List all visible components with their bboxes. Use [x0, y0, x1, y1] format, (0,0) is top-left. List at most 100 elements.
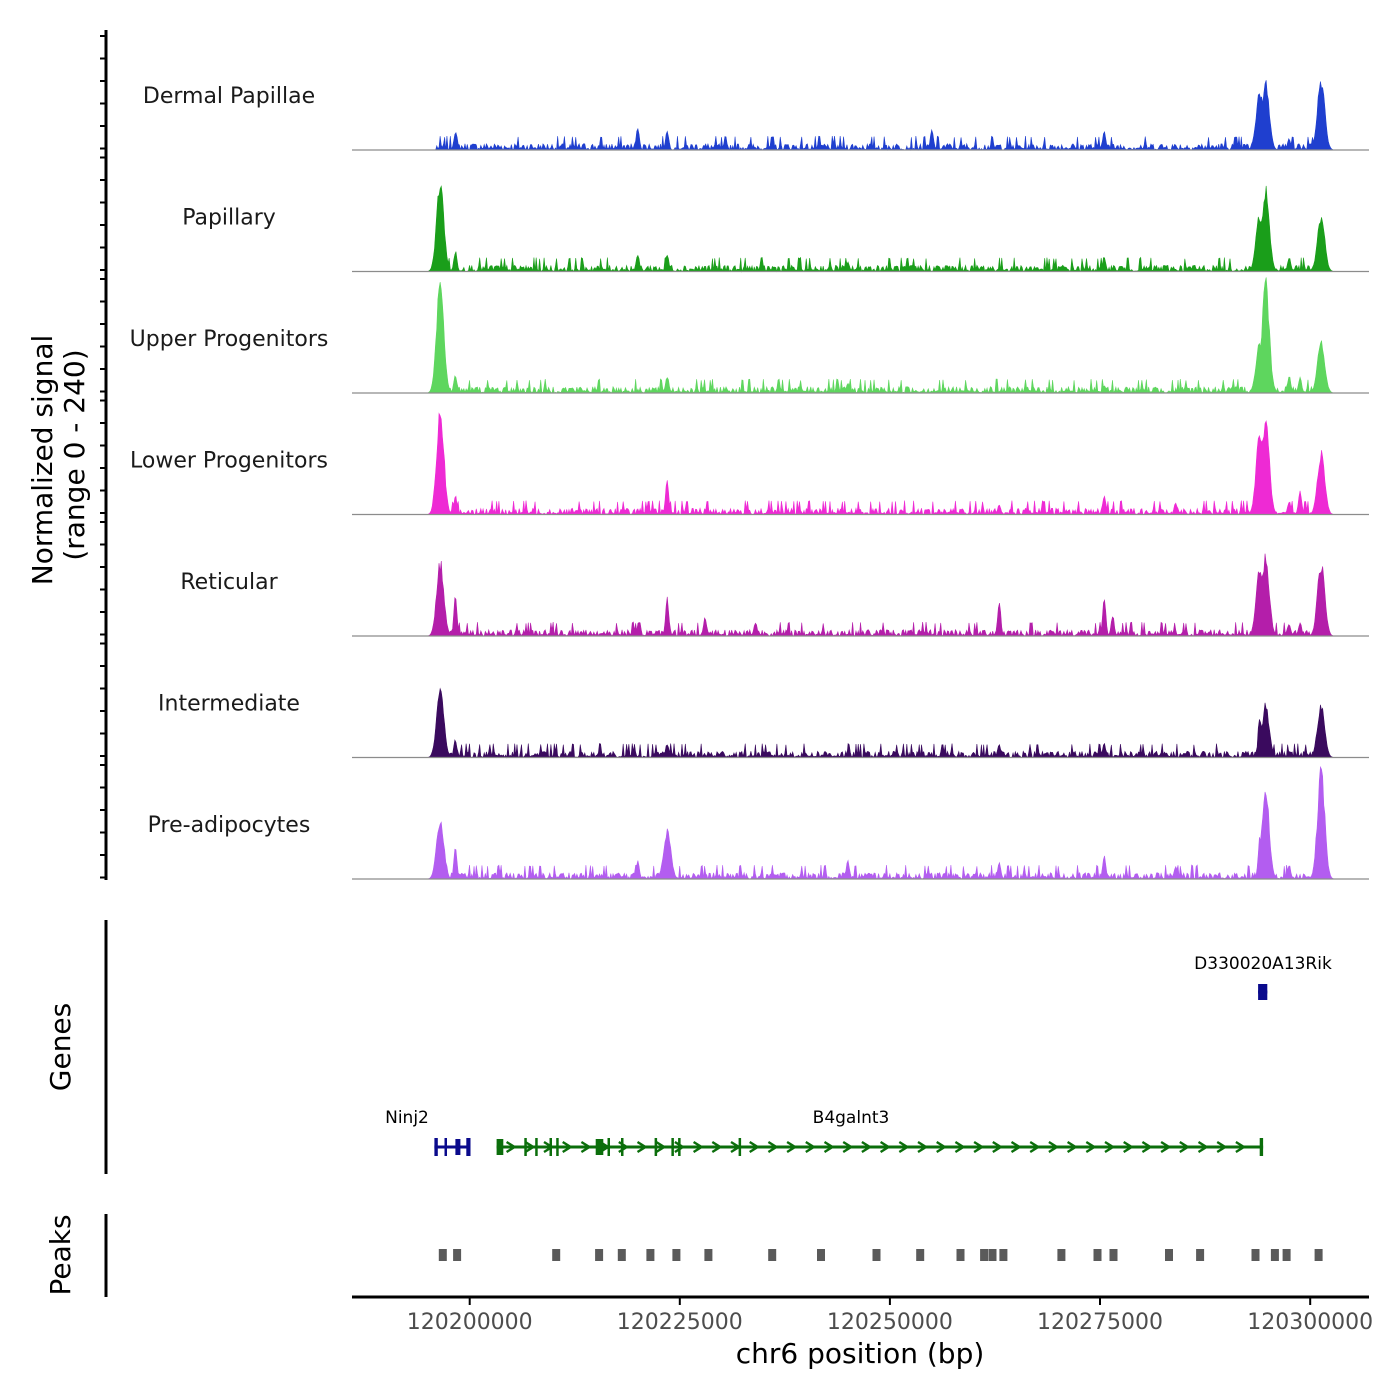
exon	[621, 1138, 624, 1156]
strand-chevron	[505, 1140, 517, 1154]
peak-region	[1093, 1249, 1102, 1261]
exon	[556, 1138, 559, 1156]
genes-axis-title: Genes	[44, 1003, 77, 1091]
strand-chevron	[636, 1140, 648, 1154]
exon	[466, 1138, 471, 1156]
strand-chevron	[1179, 1140, 1191, 1154]
exon	[654, 1138, 658, 1156]
track-label: Dermal Papillae	[143, 84, 315, 109]
peak-region	[980, 1249, 989, 1261]
peak-region	[1251, 1249, 1260, 1261]
y-axis-title-line1: Normalized signal	[26, 335, 59, 586]
strand-chevron	[767, 1140, 779, 1154]
coverage-area	[352, 185, 1369, 273]
track-lower-progenitors: Lower Progenitors	[130, 412, 1369, 516]
strand-chevron	[1123, 1140, 1134, 1154]
peak-region	[595, 1249, 604, 1261]
coverage-area	[352, 765, 1369, 880]
peak-region	[1109, 1249, 1118, 1261]
strand-chevron	[674, 1140, 686, 1154]
strand-chevron	[936, 1140, 947, 1154]
strand-chevron	[749, 1140, 760, 1154]
peak-region	[617, 1249, 626, 1261]
coverage-area	[352, 80, 1369, 151]
strand-chevron	[1160, 1140, 1172, 1154]
track-dermal-papillae: Dermal Papillae	[143, 80, 1369, 151]
peak-region	[1282, 1249, 1291, 1261]
signal-y-ticks	[100, 35, 106, 879]
peak-region	[1165, 1249, 1173, 1261]
strand-chevron	[655, 1140, 667, 1154]
exon	[444, 1138, 447, 1156]
coverage-area	[352, 277, 1369, 395]
exon	[535, 1138, 538, 1156]
gene-label: D330020A13Rik	[1194, 954, 1332, 974]
strand-chevron	[973, 1140, 985, 1154]
exon	[738, 1138, 742, 1156]
exon	[455, 1139, 461, 1155]
strand-chevron	[1216, 1140, 1228, 1154]
track-papillary: Papillary	[182, 185, 1369, 273]
peak-region	[552, 1249, 561, 1261]
track-label: Papillary	[182, 206, 276, 231]
strand-chevron	[1010, 1140, 1022, 1154]
peak-region	[999, 1249, 1008, 1261]
strand-chevron	[692, 1140, 704, 1154]
strand-chevron	[562, 1140, 573, 1154]
strand-chevron	[580, 1140, 592, 1154]
peaks-axis-title: Peaks	[44, 1214, 77, 1295]
coverage-area	[352, 553, 1369, 637]
strand-chevron	[1141, 1140, 1153, 1154]
peak-region	[1314, 1249, 1323, 1261]
exon	[678, 1138, 681, 1156]
track-upper-progenitors: Upper Progenitors	[130, 277, 1369, 395]
track-reticular: Reticular	[180, 553, 1369, 637]
strand-chevron	[917, 1140, 929, 1154]
strand-chevron	[992, 1140, 1004, 1154]
y-axis-title-line2: (range 0 - 240)	[58, 349, 91, 560]
strand-chevron	[805, 1140, 817, 1154]
strand-chevron	[524, 1140, 536, 1154]
strand-chevron	[1066, 1140, 1078, 1154]
x-tick-label: 120200000	[407, 1310, 533, 1335]
gene-label: Ninj2	[385, 1108, 429, 1128]
exon	[1258, 984, 1268, 1000]
strand-chevron	[879, 1140, 891, 1154]
strand-chevron	[861, 1140, 873, 1154]
strand-chevron	[711, 1140, 723, 1154]
peak-region	[438, 1249, 447, 1261]
exon	[549, 1138, 552, 1156]
strand-chevron	[1085, 1140, 1097, 1154]
peak-region	[817, 1249, 825, 1261]
x-tick-label: 120300000	[1247, 1310, 1373, 1335]
strand-chevron	[1048, 1140, 1060, 1154]
coverage-tracks: Dermal Papillae Papillary Upper Progenitor…	[130, 80, 1369, 880]
track-intermediate: Intermediate	[158, 687, 1369, 759]
peak-region	[453, 1249, 462, 1261]
track-label: Lower Progenitors	[130, 449, 328, 474]
strand-chevron	[823, 1140, 835, 1154]
track-label: Upper Progenitors	[130, 327, 329, 352]
peak-region	[1196, 1249, 1205, 1261]
peak-region	[704, 1249, 713, 1261]
gene-label: B4galnt3	[813, 1108, 890, 1128]
peak-regions	[438, 1249, 1323, 1261]
exon	[607, 1138, 610, 1156]
gene-annotations: Ninj2 B4galnt3 D330020A13Rik	[385, 954, 1332, 1156]
gene-d330020a13rik: D330020A13Rik	[1194, 954, 1332, 1000]
coverage-area	[352, 412, 1369, 516]
x-tick-label: 120275000	[1037, 1310, 1163, 1335]
peak-region	[768, 1249, 777, 1261]
peak-region	[1270, 1249, 1279, 1261]
track-label: Pre-adipocytes	[148, 813, 311, 838]
coverage-area	[352, 687, 1369, 759]
exon	[496, 1139, 504, 1155]
strand-chevron	[954, 1140, 966, 1154]
gene-b4galnt3: B4galnt3	[496, 1108, 1264, 1156]
strand-chevron	[1104, 1140, 1116, 1154]
strand-chevron	[786, 1140, 798, 1154]
peak-region	[1057, 1249, 1066, 1261]
track-label: Reticular	[180, 570, 278, 595]
exon	[671, 1138, 674, 1156]
